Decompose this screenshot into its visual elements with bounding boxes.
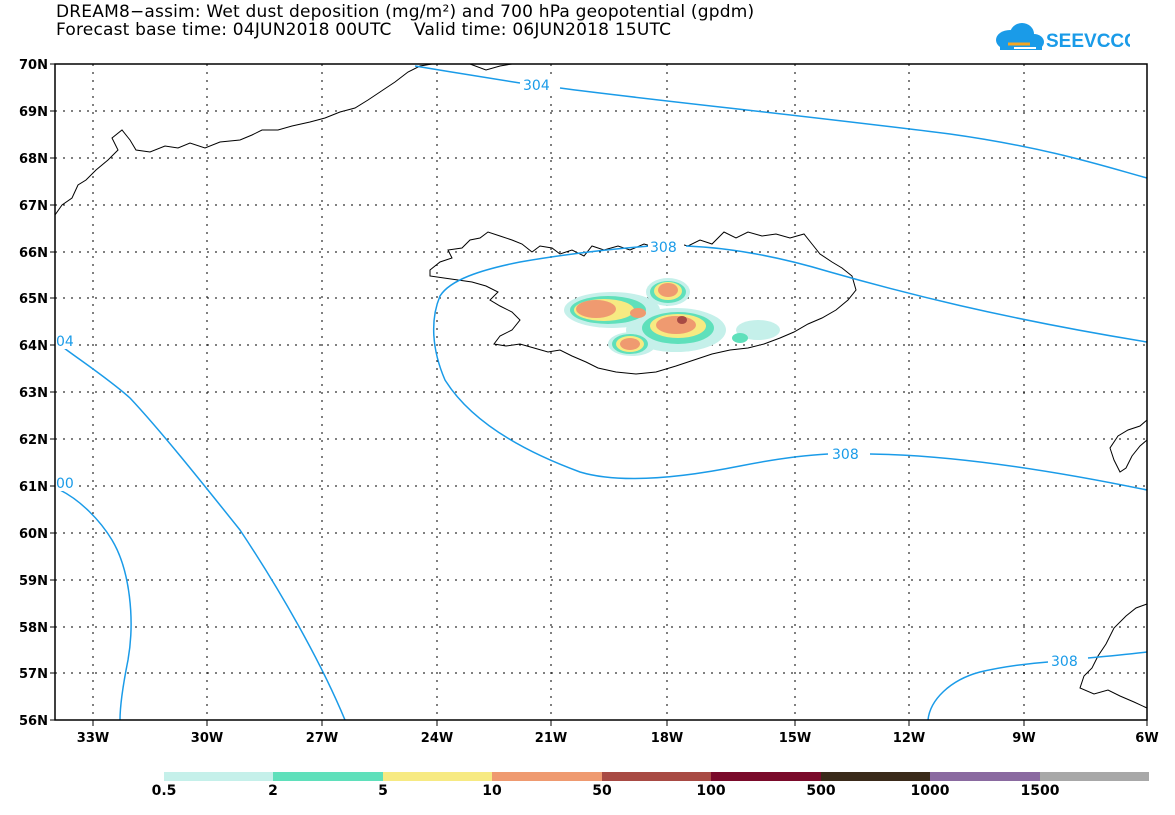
colorbar-label: 100: [696, 783, 726, 799]
contour-304-top: [414, 65, 1148, 179]
greenland-coast: [54, 63, 513, 216]
contour-304-left: [63, 347, 346, 721]
colorbar-swatch: [1039, 772, 1149, 781]
colorbar-swatch: [492, 772, 602, 781]
contour-308-iceland: [432, 245, 1148, 491]
seevccc-logo: SEEVCCC: [996, 23, 1130, 52]
colorbar-label: 0.5: [151, 783, 177, 799]
lon-ticks: [92, 720, 1148, 726]
lon-labels: 33W 30W 27W 24W 21W 18W 15W 12W 9W 6W: [77, 731, 1159, 746]
cloud-icon: [996, 23, 1044, 50]
colorbar-swatch: [382, 772, 493, 781]
logo-text: SEEVCCC: [1046, 31, 1130, 52]
deposition-colorbar: [164, 772, 1149, 781]
dust-deposition: [564, 278, 780, 356]
graticule: [55, 64, 1147, 720]
colorbar-label: 500: [806, 783, 836, 799]
lat-label: 62N: [19, 433, 48, 448]
lon-label: 24W: [421, 731, 453, 746]
lat-label: 56N: [19, 714, 48, 729]
lat-label: 70N: [19, 58, 48, 73]
lon-label: 6W: [1135, 731, 1158, 746]
lon-label: 27W: [306, 731, 338, 746]
contour-label-308-iceland: 308: [650, 240, 677, 256]
geopotential-contours: [59, 65, 1148, 721]
colorbar-label: 50: [592, 783, 612, 799]
lat-ticks: [50, 63, 55, 721]
colorbar-label: 5: [378, 783, 388, 799]
lat-label: 66N: [19, 246, 48, 261]
contour-308-iceland-north: [685, 245, 1148, 343]
contour-label-304-left: 04: [56, 334, 74, 350]
forecast-times: Forecast base time: 04JUN2018 00UTC Vali…: [56, 20, 672, 40]
iceland-coast: [429, 231, 857, 375]
coastlines: [54, 63, 1148, 709]
lat-label: 59N: [19, 574, 48, 589]
map-title: DREAM8−assim: Wet dust deposition (mg/m²…: [56, 2, 755, 22]
lat-label: 60N: [19, 527, 48, 542]
lat-label: 67N: [19, 199, 48, 214]
contour-labels: 304 04 00 308 308 308: [55, 76, 1086, 670]
lat-label: 58N: [19, 621, 48, 636]
contour-300-left: [59, 489, 132, 721]
lon-label: 15W: [779, 731, 811, 746]
lat-label: 63N: [19, 386, 48, 401]
lat-label: 65N: [19, 292, 48, 307]
colorbar-label: 1500: [1020, 783, 1060, 799]
contour-label-304-top: 304: [523, 78, 550, 94]
lon-label: 21W: [535, 731, 567, 746]
contour-label-308-mid: 308: [832, 447, 859, 463]
lon-label: 33W: [77, 731, 109, 746]
colorbar-swatch: [820, 772, 931, 781]
lat-label: 69N: [19, 105, 48, 120]
lat-label: 64N: [19, 339, 48, 354]
lat-labels: 70N 69N 68N 67N 66N 65N 64N 63N 62N 61N …: [19, 58, 48, 729]
colorbar-label: 10: [482, 783, 502, 799]
contour-308-se: [927, 651, 1148, 721]
lon-label: 18W: [651, 731, 683, 746]
contour-label-308-se: 308: [1051, 654, 1078, 670]
colorbar-label: 2: [268, 783, 278, 799]
lon-label: 30W: [191, 731, 223, 746]
colorbar-label: 1000: [910, 783, 950, 799]
lat-label: 61N: [19, 480, 48, 495]
colorbar-swatch: [273, 772, 383, 781]
colorbar-swatch: [601, 772, 712, 781]
colorbar-swatch: [711, 772, 821, 781]
norway-coast-north: [1109, 419, 1148, 473]
colorbar-swatch: [930, 772, 1040, 781]
colorbar-swatch: [164, 772, 274, 781]
lon-label: 12W: [893, 731, 925, 746]
contour-label-300-left: 00: [56, 476, 74, 492]
lat-label: 68N: [19, 152, 48, 167]
lat-label: 57N: [19, 667, 48, 682]
lon-label: 9W: [1012, 731, 1035, 746]
scotland-coast: [1079, 603, 1148, 709]
